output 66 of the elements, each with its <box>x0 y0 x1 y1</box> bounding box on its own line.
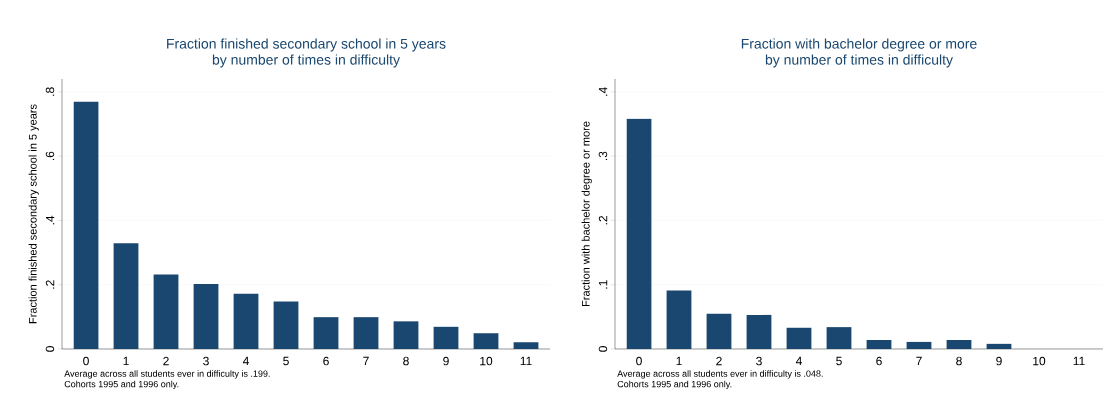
y-tick-label: 0 <box>598 346 608 352</box>
x-tick-label: 7 <box>363 356 369 366</box>
bar <box>626 118 652 349</box>
bar <box>473 333 499 349</box>
chart-title: Fraction finished secondary school in 5 years <box>167 38 446 52</box>
y-tick-label: 0 <box>45 346 55 352</box>
x-tick-label: 11 <box>1073 356 1085 366</box>
y-tick-label: .6 <box>45 151 55 161</box>
x-tick-label: 0 <box>83 356 89 366</box>
bar <box>393 321 419 349</box>
chart-title: Fraction with bachelor degree or more <box>741 38 977 52</box>
bar <box>193 284 219 349</box>
x-tick-label: 8 <box>956 356 962 366</box>
x-tick-label: 3 <box>756 356 762 366</box>
chart-subtitle: by number of times in difficulty <box>765 54 953 68</box>
x-tick-label: 2 <box>163 356 169 366</box>
bar <box>433 326 459 349</box>
y-tick-label: .4 <box>598 87 608 96</box>
x-tick-label: 10 <box>480 356 493 366</box>
bar <box>946 339 972 349</box>
y-axis-title: Fraction with bachelor degree or more <box>581 121 592 307</box>
x-tick-label: 4 <box>242 356 249 366</box>
bar <box>113 243 139 349</box>
text: Cohorts 1995 and 1996 only. <box>64 380 179 390</box>
x-tick-label: 2 <box>716 356 722 366</box>
y-axis-title: Fraction finished secondary school in 5 years <box>28 104 39 324</box>
bar <box>706 313 732 349</box>
bar <box>666 290 692 349</box>
bar <box>786 327 812 349</box>
x-tick-label: 0 <box>636 356 642 366</box>
bar <box>353 317 379 349</box>
bar <box>153 274 179 349</box>
chart-subtitle: by number of times in difficulty <box>212 54 400 68</box>
x-tick-label: 5 <box>836 356 842 366</box>
y-tick-label: .8 <box>45 87 55 96</box>
text: Cohorts 1995 and 1996 only. <box>617 380 732 390</box>
y-tick-label: .1 <box>598 280 608 289</box>
y-tick-label: .2 <box>598 216 608 225</box>
y-tick-label: .2 <box>45 280 55 289</box>
bar <box>866 339 892 349</box>
text: Average across all students ever in difficulty is .048. <box>617 370 823 379</box>
bar <box>826 327 852 349</box>
bar <box>746 314 772 349</box>
x-tick-label: 6 <box>876 356 882 366</box>
x-tick-label: 8 <box>403 356 409 366</box>
x-tick-label: 1 <box>123 356 129 366</box>
x-tick-label: 3 <box>203 356 209 366</box>
bar <box>273 301 299 349</box>
x-tick-label: 11 <box>520 356 532 366</box>
text: Average across all students ever in difficulty is .199. <box>64 370 270 379</box>
bar <box>986 343 1012 349</box>
x-tick-label: 9 <box>996 356 1002 366</box>
x-tick-label: 9 <box>443 356 449 366</box>
y-tick-label: .4 <box>45 215 55 225</box>
x-tick-label: 10 <box>1033 356 1046 366</box>
x-tick-label: 4 <box>795 356 802 366</box>
x-tick-label: 7 <box>916 356 922 366</box>
x-tick-label: 5 <box>283 356 289 366</box>
y-tick-label: .3 <box>598 151 608 161</box>
bar <box>233 293 259 349</box>
bar <box>313 317 339 349</box>
x-tick-label: 1 <box>676 356 682 366</box>
x-tick-label: 6 <box>323 356 329 366</box>
bar <box>906 341 932 349</box>
bar <box>73 101 99 349</box>
bar <box>513 342 539 349</box>
